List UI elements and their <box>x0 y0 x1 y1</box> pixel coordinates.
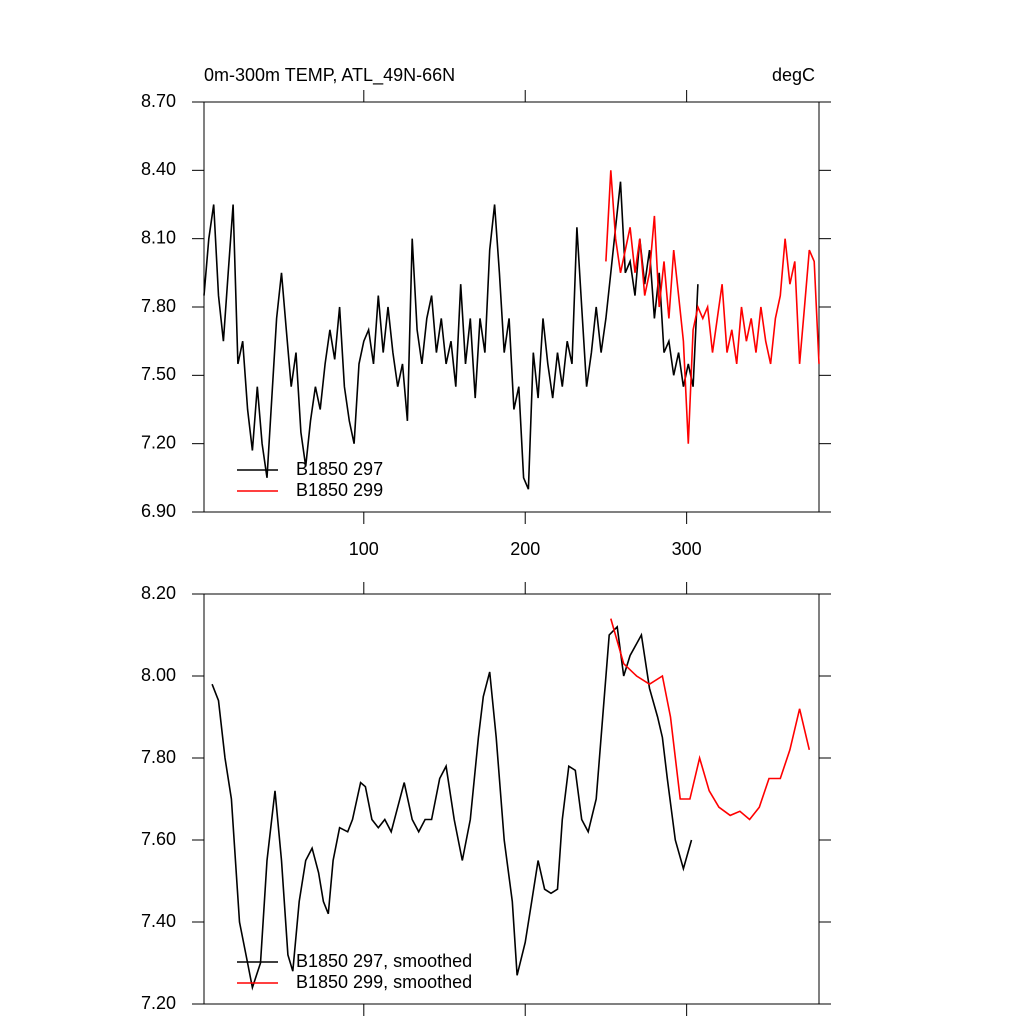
y-tick-label: 7.20 <box>141 993 176 1013</box>
y-tick-label: 7.60 <box>141 829 176 849</box>
x-tick-label: 100 <box>349 539 379 559</box>
y-tick-label: 7.50 <box>141 364 176 384</box>
data-line <box>610 618 811 821</box>
units-label: degC <box>772 65 815 85</box>
legend-label: B1850 297 <box>296 459 383 479</box>
data-line <box>605 170 820 444</box>
y-tick-label: 8.40 <box>141 159 176 179</box>
data-line <box>211 625 693 991</box>
y-tick-label: 8.20 <box>141 583 176 603</box>
y-tick-label: 8.10 <box>141 227 176 247</box>
plot-frame <box>203 593 820 1005</box>
data-line <box>203 181 699 490</box>
y-tick-label: 7.80 <box>141 296 176 316</box>
y-tick-label: 8.70 <box>141 91 176 111</box>
chart-title: 0m-300m TEMP, ATL_49N-66N <box>204 65 455 86</box>
y-tick-label: 7.20 <box>141 432 176 452</box>
legend-label: B1850 297, smoothed <box>296 951 472 971</box>
plot-frame <box>203 101 820 513</box>
y-tick-label: 8.00 <box>141 665 176 685</box>
x-tick-label: 200 <box>510 539 540 559</box>
y-tick-label: 7.80 <box>141 747 176 767</box>
y-tick-label: 6.90 <box>141 501 176 521</box>
legend-label: B1850 299, smoothed <box>296 972 472 992</box>
legend-label: B1850 299 <box>296 480 383 500</box>
x-tick-label: 300 <box>672 539 702 559</box>
y-tick-label: 7.40 <box>141 911 176 931</box>
